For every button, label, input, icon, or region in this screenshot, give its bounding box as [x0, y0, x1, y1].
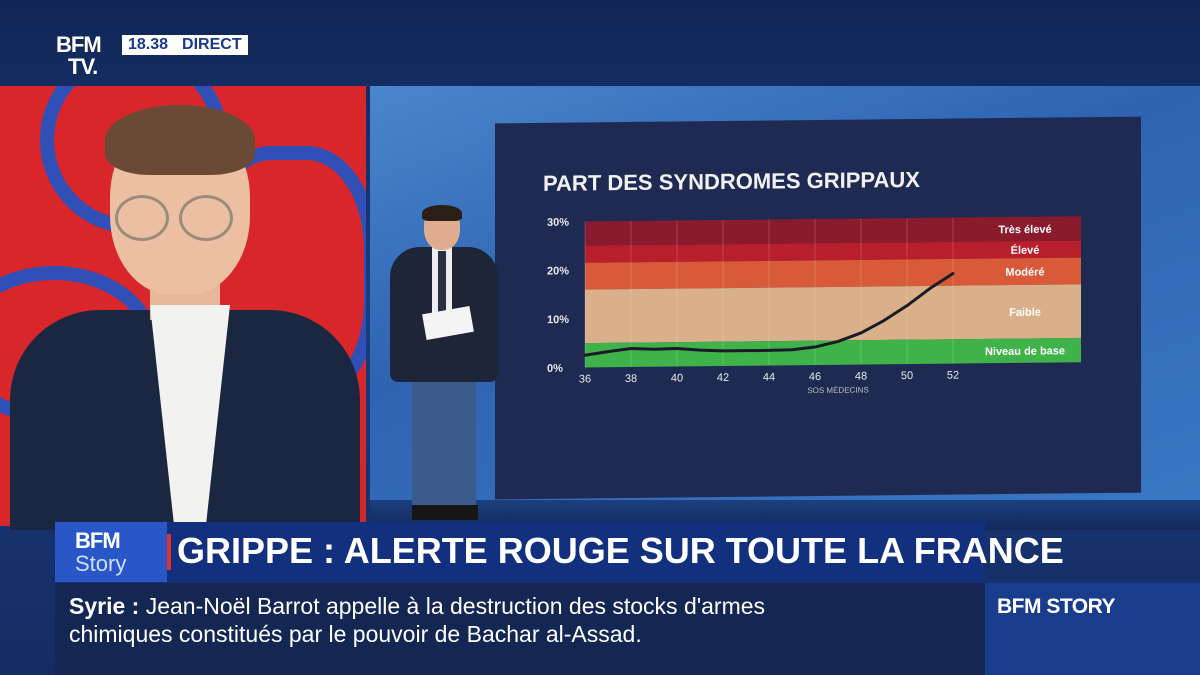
ticker-line2: chimiques constitués par le pouvoir de B… — [69, 621, 642, 647]
band-1 — [585, 240, 1081, 263]
series-line — [583, 272, 955, 357]
channel-logo: BFM TV. — [56, 32, 102, 79]
ticker-topic: Syrie — [69, 593, 126, 619]
x-tick-label-1: 38 — [625, 373, 637, 385]
band-label-3: Faible — [1009, 307, 1041, 319]
ticker-text-1: Jean-Noël Barrot appelle à la destructio… — [145, 593, 766, 619]
x-tick-label-0: 36 — [579, 373, 591, 385]
x-tick-label-7: 50 — [901, 370, 913, 382]
y-tick-label-2: 10% — [547, 314, 569, 326]
band-label-1: Élevé — [1011, 244, 1040, 257]
x-tick-label-5: 46 — [809, 371, 821, 383]
x-tick-label-3: 42 — [717, 372, 729, 384]
y-tick-label-3: 0% — [547, 363, 563, 375]
x-tick-label-2: 40 — [671, 372, 683, 384]
presenter-figure — [384, 205, 504, 525]
clock-time: 18.38 — [128, 36, 169, 53]
band-label-2: Modéré — [1005, 266, 1044, 278]
clock-badge: 18.38 DIRECT — [122, 35, 248, 55]
y-tick-label-0: 30% — [547, 217, 569, 229]
flu-chart: Très élevé Élevé Modéré Faible Niveau de bas… — [547, 216, 1081, 395]
band-label-4: Niveau de base — [985, 345, 1065, 358]
channel-logo-line2: TV. — [68, 54, 98, 79]
brand-line1: BFM — [75, 528, 121, 553]
headline-text: GRIPPE : ALERTE ROUGE SUR TOUTE LA FRANC… — [177, 530, 1064, 571]
band-2 — [585, 257, 1081, 290]
x-tick-label-4: 44 — [763, 371, 775, 383]
anchor-figure — [0, 100, 370, 530]
news-ticker: Syrie : Jean-Noël Barrot appelle à la de… — [55, 583, 985, 675]
banner-separator — [167, 534, 171, 570]
live-label: DIRECT — [182, 36, 242, 53]
program-label: BFM STORY — [997, 595, 1116, 618]
x-tick-label-6: 48 — [855, 370, 867, 382]
chart-screen: PART DES SYNDROMES GRIPPAUX Très élevé Él… — [495, 116, 1141, 500]
brand-line2: Story — [75, 551, 127, 576]
program-label-box: BFM STORY — [985, 583, 1200, 675]
glasses-icon — [115, 195, 235, 241]
band-0 — [585, 216, 1081, 246]
band-label-0: Très élevé — [998, 224, 1051, 237]
ticker-separator: : — [131, 593, 140, 619]
band-4 — [585, 337, 1081, 368]
band-3 — [585, 284, 1081, 344]
headline-banner: BFM Story GRIPPE : ALERTE ROUGE SUR TOUT… — [55, 522, 1064, 582]
y-tick-label-1: 20% — [547, 265, 569, 277]
program-brand: BFM Story — [55, 522, 167, 582]
chart-source: SOS MÉDECINS — [807, 385, 868, 395]
channel-logo-line1: BFM — [56, 32, 102, 57]
x-tick-label-8: 52 — [947, 370, 959, 382]
ticker-line1: Syrie : Jean-Noël Barrot appelle à la de… — [69, 593, 765, 620]
